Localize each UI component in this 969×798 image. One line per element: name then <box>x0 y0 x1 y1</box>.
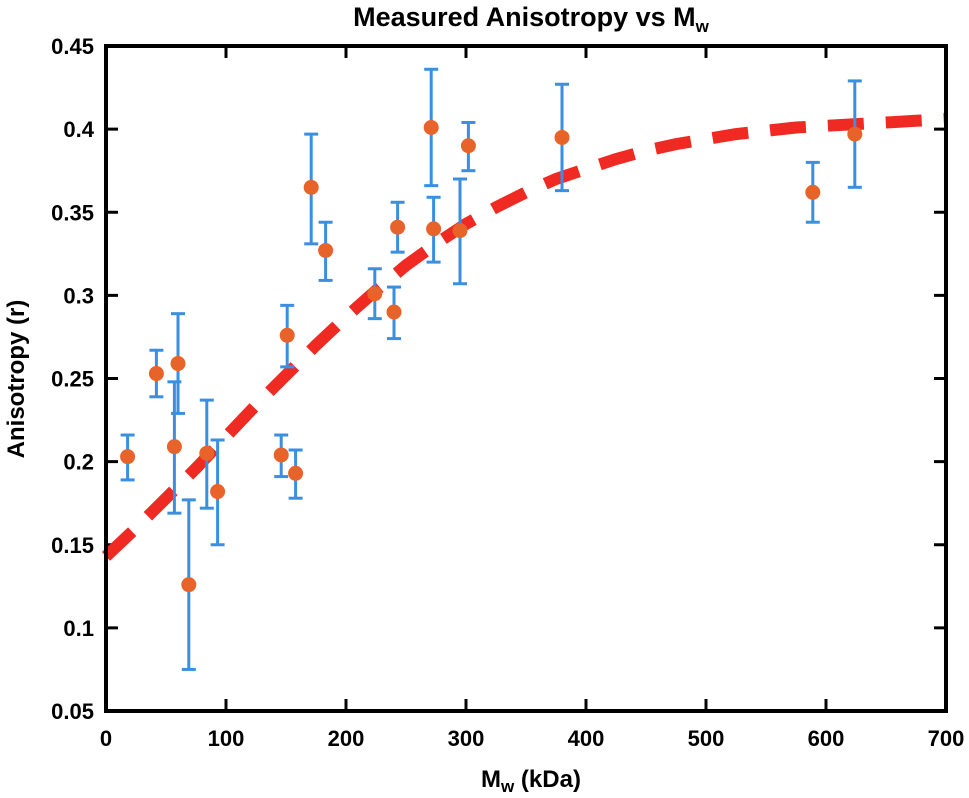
x-axis-label-subscript: w <box>500 777 515 796</box>
data-point-group <box>423 67 439 188</box>
data-point-group <box>288 448 304 500</box>
x-tick-label: 300 <box>448 726 485 751</box>
x-tick-label: 0 <box>100 726 112 751</box>
chart-title: Measured Anisotropy vs Mw <box>353 2 710 36</box>
y-tick-label: 0.25 <box>51 367 94 392</box>
chart-title-main: Measured Anisotropy vs M <box>353 2 696 32</box>
ticks-layer: 0 100 200 300 400 500 600 700 0.05 0.1 0.15 0.2 0.25… <box>51 34 964 751</box>
data-point-group <box>390 200 406 254</box>
data-point <box>279 327 295 343</box>
data-point-group <box>273 433 289 479</box>
x-tick-label: 200 <box>328 726 365 751</box>
fit-layer <box>101 113 947 561</box>
data-point <box>367 286 383 302</box>
data-point <box>390 219 406 235</box>
data-point <box>181 577 197 593</box>
data-point-group <box>303 132 319 246</box>
data-point <box>288 465 304 481</box>
data-point <box>554 129 570 145</box>
data-point <box>423 119 439 135</box>
data-point-group <box>318 220 334 282</box>
y-tick-label: 0.15 <box>51 533 94 558</box>
data-point-group <box>367 267 383 321</box>
data-point <box>199 445 215 461</box>
data-point <box>452 223 468 239</box>
x-tick-label: 400 <box>568 726 605 751</box>
data-point-group <box>181 498 197 671</box>
y-tick-label: 0.3 <box>63 283 94 308</box>
y-tick-label: 0.05 <box>51 699 94 724</box>
data-point-group <box>170 312 186 415</box>
x-axis-label-main: M <box>481 766 501 793</box>
y-tick-label: 0.4 <box>63 117 94 142</box>
data-point <box>460 138 476 154</box>
y-axis-label: Anisotropy (r) <box>3 300 30 459</box>
x-tick-label: 700 <box>928 726 965 751</box>
data-point-group <box>386 285 402 341</box>
data-point <box>386 304 402 320</box>
x-axis-label-unit: (kDa) <box>514 766 581 793</box>
data-point <box>847 126 863 142</box>
data-point-group <box>166 380 182 515</box>
data-point <box>170 356 186 372</box>
data-point <box>166 439 182 455</box>
fit-curve <box>101 113 947 561</box>
data-point-group <box>148 348 164 399</box>
data-point <box>148 366 164 382</box>
chart-title-subscript: w <box>695 17 710 36</box>
data-point <box>805 184 821 200</box>
data-point-group <box>120 433 136 482</box>
data-point <box>210 484 226 500</box>
data-point-group <box>554 82 570 193</box>
data-point-group <box>805 160 821 224</box>
data-point <box>273 447 289 463</box>
data-point <box>426 221 442 237</box>
y-tick-label: 0.45 <box>51 34 94 59</box>
data-point-group <box>279 303 295 369</box>
x-tick-label: 500 <box>688 726 725 751</box>
data-point-group <box>426 195 442 264</box>
data-point-group <box>847 79 863 189</box>
x-axis-label: Mw (kDa) <box>481 766 581 796</box>
y-tick-label: 0.35 <box>51 200 94 225</box>
data-point-group <box>199 398 215 510</box>
data-point-group <box>210 438 226 547</box>
y-tick-label: 0.1 <box>63 616 94 641</box>
data-point <box>303 179 319 195</box>
plot-frame <box>104 44 948 713</box>
x-tick-label: 600 <box>808 726 845 751</box>
points-layer <box>120 67 863 671</box>
data-point-group <box>452 177 468 286</box>
data-point <box>318 242 334 258</box>
data-point <box>120 449 136 465</box>
data-point-group <box>460 120 476 173</box>
x-tick-label: 100 <box>208 726 245 751</box>
y-tick-label: 0.2 <box>63 450 94 475</box>
